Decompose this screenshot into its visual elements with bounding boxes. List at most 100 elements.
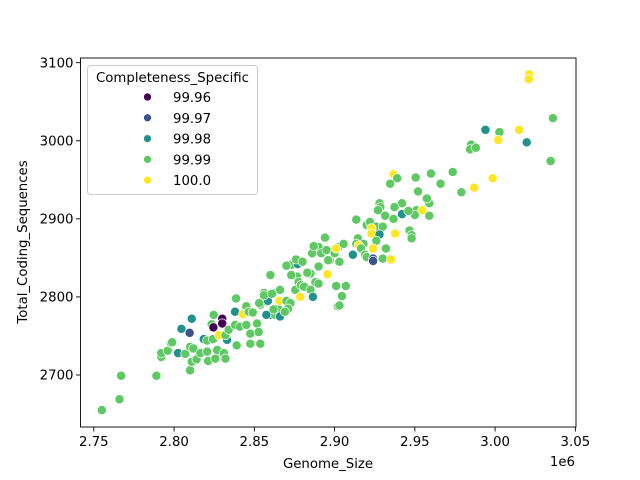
- data-point: [297, 256, 308, 267]
- data-point: [469, 182, 480, 193]
- data-point: [308, 241, 319, 252]
- data-point: [167, 337, 178, 348]
- data-point: [380, 210, 391, 221]
- data-point: [210, 353, 221, 364]
- legend-label: 100.0: [173, 174, 211, 189]
- data-point: [96, 405, 107, 416]
- data-point: [185, 365, 196, 376]
- data-point: [493, 135, 504, 145]
- data-point: [259, 290, 269, 301]
- data-point: [406, 233, 417, 244]
- data-point: [388, 213, 399, 224]
- data-point: [180, 348, 191, 359]
- y-tick-label: 2900: [40, 213, 74, 228]
- y-axis: 2700 2800 2900 3000 3100: [40, 56, 81, 384]
- legend-title: Completeness_Specific: [96, 71, 249, 86]
- data-point: [410, 172, 421, 183]
- data-point: [281, 260, 292, 271]
- legend-marker: [143, 92, 152, 102]
- data-point: [480, 124, 491, 135]
- data-point: [202, 346, 213, 357]
- data-point: [286, 270, 297, 281]
- data-point: [347, 249, 358, 260]
- x-axis-label: Genome_Size: [283, 457, 373, 472]
- data-point: [338, 238, 349, 249]
- data-point: [403, 206, 414, 216]
- data-point: [322, 269, 333, 280]
- data-point: [231, 293, 241, 304]
- legend: Completeness_Specific 99.9699.9799.9899.…: [87, 65, 258, 195]
- data-point: [368, 256, 379, 266]
- data-point: [447, 167, 458, 177]
- x-tick-label: 2.95: [400, 435, 430, 450]
- data-point: [334, 300, 345, 311]
- data-point: [261, 309, 272, 320]
- points-layer: [96, 69, 558, 416]
- data-point: [521, 137, 532, 148]
- legend-marker: [143, 113, 152, 123]
- data-point: [268, 304, 279, 315]
- legend-marker: [143, 155, 152, 164]
- x-axis: 2.75 2.80 2.85 2.90 2.95 3.00 3.05: [79, 427, 590, 450]
- data-point: [334, 256, 345, 267]
- legend-box: [87, 65, 258, 195]
- x-tick-label: 2.75: [79, 435, 109, 450]
- data-point: [231, 340, 242, 351]
- data-point: [470, 142, 481, 153]
- data-point: [255, 338, 266, 349]
- data-point: [247, 307, 258, 318]
- data-point: [425, 168, 436, 179]
- data-point: [275, 284, 285, 295]
- plot-frame: [80, 57, 577, 428]
- legend-label: 99.97: [173, 112, 211, 127]
- y-axis-label: Total_Coding_Sequences: [16, 160, 31, 324]
- legend-marker: [143, 175, 152, 185]
- data-point: [545, 156, 556, 167]
- x-offset-text: 1e6: [550, 455, 575, 470]
- data-point: [307, 291, 318, 302]
- data-point: [313, 261, 324, 272]
- data-point: [302, 267, 313, 278]
- data-point: [337, 291, 347, 302]
- data-point: [413, 186, 424, 197]
- x-tick-label: 3.00: [480, 435, 510, 450]
- data-point: [389, 202, 400, 213]
- legend-label: 99.99: [173, 153, 211, 168]
- data-point: [323, 255, 334, 266]
- y-tick-label: 3100: [40, 56, 74, 71]
- data-point: [435, 178, 446, 189]
- data-point: [386, 254, 397, 265]
- data-point: [368, 243, 379, 254]
- data-point: [456, 187, 467, 198]
- data-point: [116, 370, 127, 381]
- data-point: [331, 281, 342, 291]
- data-point: [279, 306, 290, 317]
- x-tick-label: 2.85: [240, 435, 270, 450]
- data-point: [217, 318, 228, 329]
- data-point: [377, 253, 388, 264]
- data-point: [241, 320, 252, 330]
- y-tick-label: 3000: [40, 134, 74, 149]
- data-point: [188, 343, 199, 354]
- data-point: [390, 228, 401, 239]
- data-point: [245, 338, 256, 349]
- data-point: [320, 232, 330, 243]
- data-point: [186, 313, 197, 324]
- data-point: [253, 327, 264, 338]
- x-tick-label: 3.05: [561, 435, 591, 450]
- data-point: [331, 243, 342, 254]
- data-point: [313, 278, 324, 289]
- data-point: [220, 353, 231, 364]
- legend-marker: [143, 134, 152, 143]
- data-point: [252, 318, 263, 329]
- data-point: [208, 322, 219, 333]
- legend-label: 99.98: [173, 133, 211, 148]
- data-point: [208, 309, 219, 320]
- data-point: [114, 394, 125, 405]
- data-point: [381, 243, 391, 254]
- data-point: [523, 74, 534, 85]
- data-point: [424, 210, 435, 221]
- data-point: [340, 281, 351, 291]
- x-tick-label: 2.80: [159, 435, 189, 450]
